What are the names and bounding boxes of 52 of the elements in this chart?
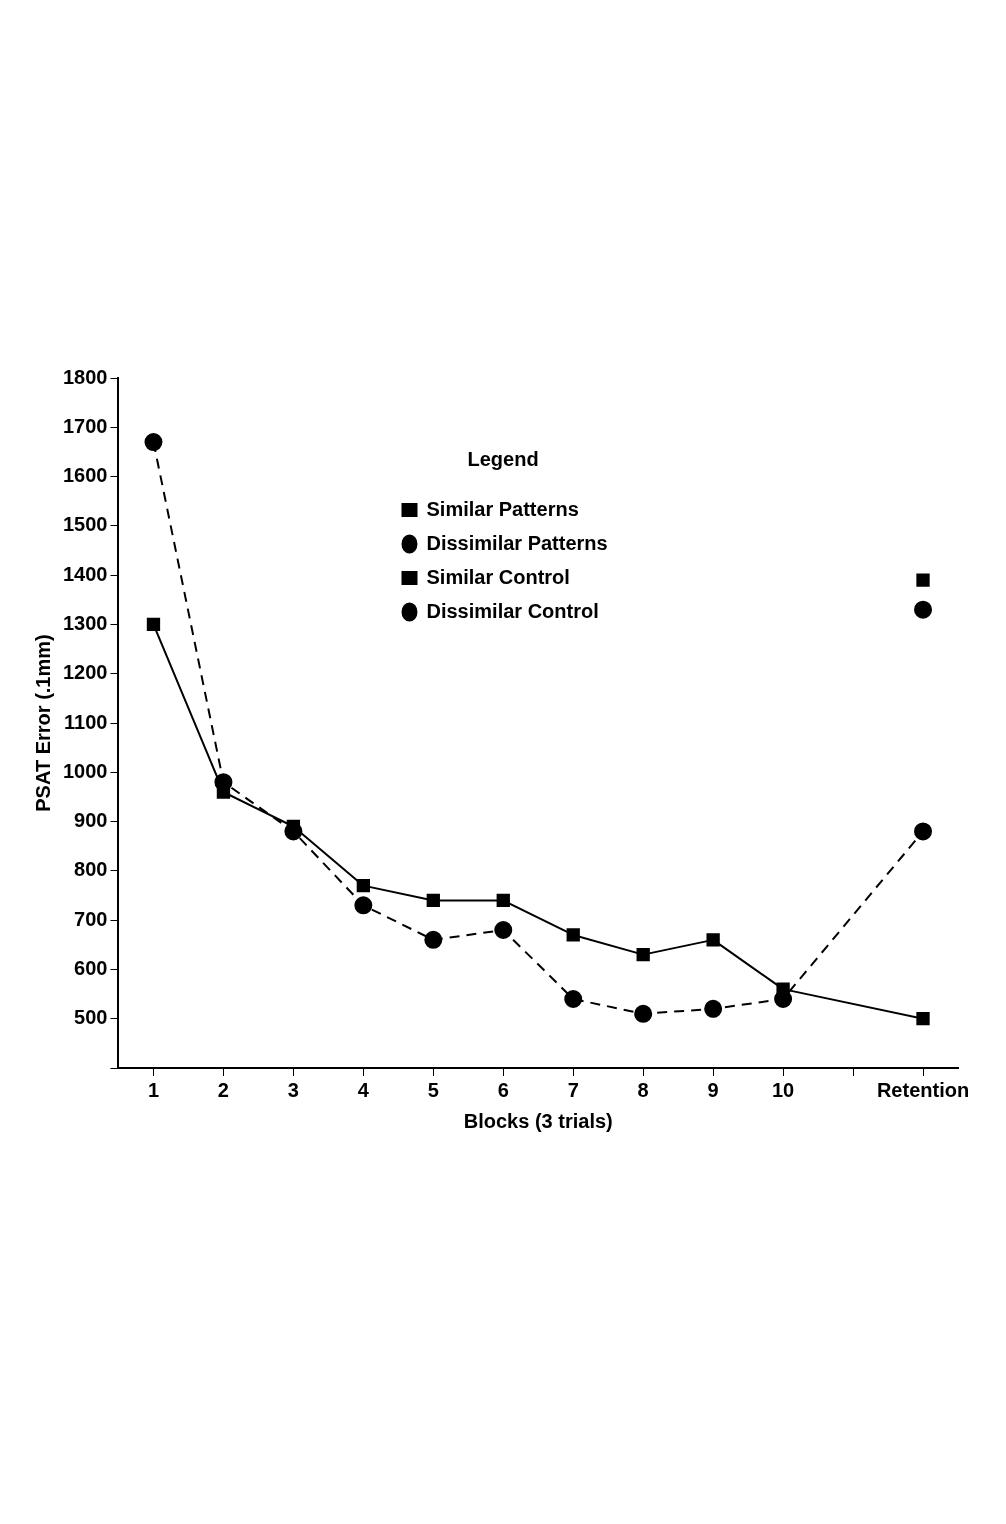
legend-title: Legend [467, 447, 539, 470]
y-tick-label: 1700 [62, 414, 108, 437]
x-tick-label: 2 [217, 1078, 229, 1101]
point [634, 1004, 653, 1023]
x-tick-label: 3 [287, 1078, 299, 1101]
x-tick-label: Retention [876, 1078, 970, 1101]
point [426, 893, 440, 908]
x-tick-label: 10 [771, 1078, 795, 1101]
y-tick-label: 700 [74, 907, 108, 930]
y-axis-title: PSAT Error (.1mm) [31, 634, 54, 812]
y-tick-label: 800 [74, 858, 108, 881]
y-tick-label: 1500 [62, 513, 108, 536]
x-tick-label: 7 [567, 1078, 579, 1101]
x-axis-title: Blocks (3 trials) [463, 1109, 613, 1132]
point [706, 933, 720, 947]
x-tick-label: 9 [707, 1078, 719, 1101]
point [916, 573, 930, 587]
point [704, 999, 723, 1018]
point [914, 822, 933, 841]
point [496, 893, 510, 908]
x-tick-label: 8 [637, 1078, 649, 1101]
y-tick-label: 1400 [62, 562, 108, 585]
x-tick-label: 1 [147, 1078, 160, 1101]
point [916, 1012, 930, 1026]
y-tick-label: 1300 [62, 611, 108, 634]
y-tick-label: 500 [74, 1006, 108, 1029]
point [356, 878, 371, 893]
y-tick-label: 600 [74, 956, 108, 979]
y-tick-label: 1600 [62, 464, 108, 487]
y-tick-label: 1200 [62, 661, 108, 684]
point [566, 928, 580, 942]
legend-label: Dissimilar Patterns [426, 531, 608, 554]
legend-label: Similar Control [426, 565, 570, 588]
legend-label: Dissimilar Control [426, 599, 599, 622]
y-tick-label: 1100 [64, 710, 108, 733]
point [354, 896, 373, 915]
point [216, 785, 231, 799]
point [424, 930, 443, 949]
legend-label: Similar Patterns [426, 497, 579, 520]
x-tick-label: 6 [497, 1078, 509, 1101]
point [146, 617, 161, 632]
point [636, 947, 650, 962]
point [776, 982, 790, 996]
x-tick-label: 4 [357, 1078, 370, 1101]
point [494, 921, 513, 939]
y-tick-label: 1000 [62, 759, 108, 782]
y-tick-label: 1800 [62, 365, 108, 388]
point [564, 990, 583, 1008]
point [914, 600, 933, 619]
point [144, 433, 163, 452]
y-tick-label: 900 [74, 809, 108, 832]
x-tick-label: 5 [427, 1078, 439, 1101]
